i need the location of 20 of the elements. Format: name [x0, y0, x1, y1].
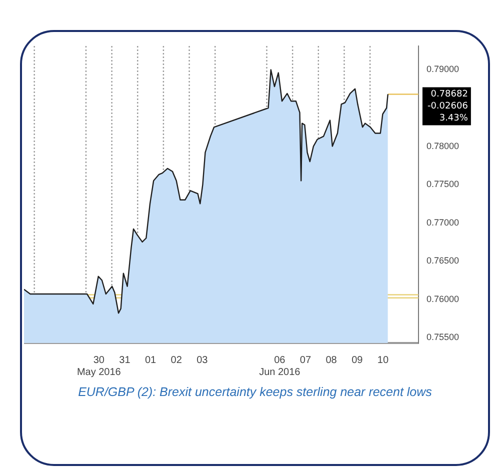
x-tick-label: 08 — [326, 354, 338, 366]
y-tick-label: 0.75500 — [426, 332, 460, 342]
y-tick-label: 0.76500 — [426, 256, 460, 266]
x-tick-label: 09 — [352, 354, 364, 366]
text: 3.43% — [439, 114, 468, 124]
y-tick-label: 0.77500 — [426, 179, 460, 190]
y-tick-label: 0.77000 — [426, 217, 460, 228]
x-tick-label: 07 — [300, 354, 312, 366]
text: 0.78682 — [430, 90, 468, 100]
x-tick-label: 02 — [170, 354, 182, 366]
y-tick-label: 0.79000 — [426, 64, 460, 74]
text: EUR/GBP (2): Brexit uncertainty keeps sterling near recent lows — [77, 384, 433, 401]
text: -0.02606 — [427, 102, 468, 112]
x-tick-label: 31 — [119, 354, 131, 366]
x-tick-label: 06 Jun 2016 — [259, 354, 301, 378]
y-tick-label: 0.78000 — [426, 140, 460, 151]
x-tick-label: 01 — [144, 354, 157, 366]
y-tick-label: 0.76000 — [426, 294, 460, 304]
x-tick-label: 10 — [377, 354, 389, 366]
x-tick-label: 03 — [196, 354, 208, 366]
